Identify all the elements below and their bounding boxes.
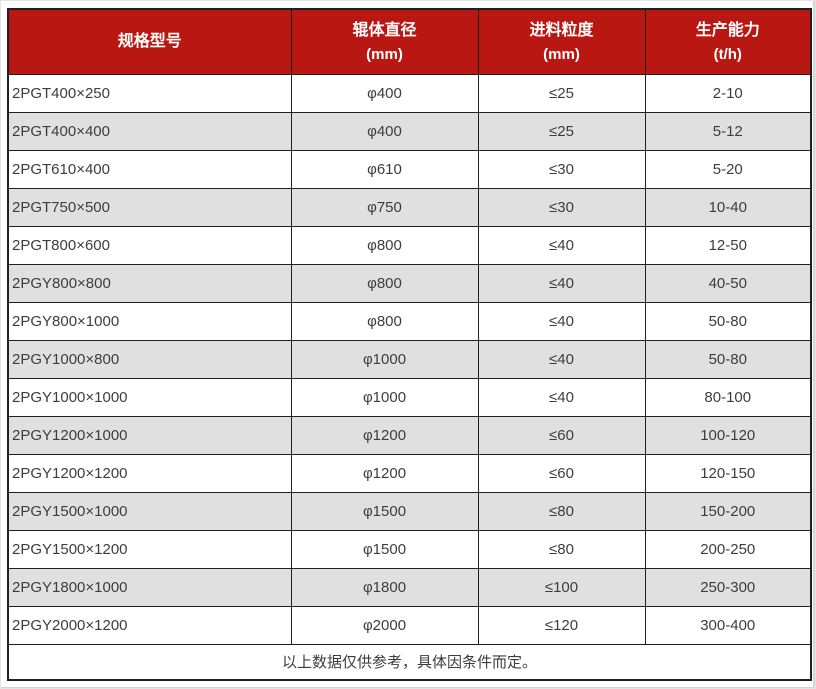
cell-capacity: 5-20 — [644, 149, 812, 189]
cell-capacity: 10-40 — [644, 187, 812, 227]
cell-capacity: 5-12 — [644, 111, 812, 151]
cell-model: 2PGY1000×1000 — [7, 377, 292, 417]
table-row: 2PGY1000×800 φ1000 ≤40 50-80 — [7, 339, 812, 379]
cell-feed-size: ≤25 — [477, 73, 646, 113]
cell-model: 2PGY1200×1000 — [7, 415, 292, 455]
cell-feed-size: ≤40 — [477, 339, 646, 379]
cell-roller-diameter: φ1800 — [290, 567, 479, 607]
header-model: 规格型号 — [7, 8, 292, 75]
cell-capacity: 120-150 — [644, 453, 812, 493]
table-row: 2PGT610×400 φ610 ≤30 5-20 — [7, 149, 812, 189]
cell-model: 2PGY1500×1200 — [7, 529, 292, 569]
cell-feed-size: ≤80 — [477, 529, 646, 569]
cell-feed-size: ≤100 — [477, 567, 646, 607]
cell-feed-size: ≤40 — [477, 225, 646, 265]
cell-model: 2PGY800×800 — [7, 263, 292, 303]
table-row: 2PGY1500×1000 φ1500 ≤80 150-200 — [7, 491, 812, 531]
cell-model: 2PGY800×1000 — [7, 301, 292, 341]
table-body: 2PGT400×250 φ400 ≤25 2-10 2PGT400×400 φ4… — [7, 73, 812, 645]
header-feed-size: 进料粒度 (mm) — [477, 8, 646, 75]
cell-model: 2PGT800×600 — [7, 225, 292, 265]
cell-capacity: 100-120 — [644, 415, 812, 455]
cell-model: 2PGY1500×1000 — [7, 491, 292, 531]
cell-capacity: 80-100 — [644, 377, 812, 417]
cell-roller-diameter: φ2000 — [290, 605, 479, 645]
cell-capacity: 150-200 — [644, 491, 812, 531]
cell-roller-diameter: φ1000 — [290, 377, 479, 417]
cell-feed-size: ≤120 — [477, 605, 646, 645]
table-row: 2PGY800×1000 φ800 ≤40 50-80 — [7, 301, 812, 341]
cell-model: 2PGY1000×800 — [7, 339, 292, 379]
table-row: 2PGY1800×1000 φ1800 ≤100 250-300 — [7, 567, 812, 607]
cell-roller-diameter: φ800 — [290, 263, 479, 303]
table-footnote: 以上数据仅供参考，具体因条件而定。 — [7, 643, 812, 681]
cell-model: 2PGY1200×1200 — [7, 453, 292, 493]
cell-model: 2PGT400×400 — [7, 111, 292, 151]
cell-feed-size: ≤60 — [477, 453, 646, 493]
table-row: 2PGY2000×1200 φ2000 ≤120 300-400 — [7, 605, 812, 645]
cell-capacity: 250-300 — [644, 567, 812, 607]
cell-roller-diameter: φ1500 — [290, 529, 479, 569]
cell-roller-diameter: φ750 — [290, 187, 479, 227]
header-model-label: 规格型号 — [117, 32, 182, 50]
cell-roller-diameter: φ400 — [290, 111, 479, 151]
cell-model: 2PGT610×400 — [7, 149, 292, 189]
cell-roller-diameter: φ800 — [290, 301, 479, 341]
cell-feed-size: ≤25 — [477, 111, 646, 151]
header-feed-size-label: 进料粒度 — [529, 21, 594, 39]
cell-capacity: 50-80 — [644, 301, 812, 341]
cell-feed-size: ≤30 — [477, 187, 646, 227]
table-row: 2PGY1200×1000 φ1200 ≤60 100-120 — [7, 415, 812, 455]
cell-model: 2PGT400×250 — [7, 73, 292, 113]
cell-roller-diameter: φ1200 — [290, 453, 479, 493]
cell-capacity: 300-400 — [644, 605, 812, 645]
cell-roller-diameter: φ1000 — [290, 339, 479, 379]
cell-feed-size: ≤40 — [477, 377, 646, 417]
table-row: 2PGT400×250 φ400 ≤25 2-10 — [7, 73, 812, 113]
cell-roller-diameter: φ1500 — [290, 491, 479, 531]
cell-roller-diameter: φ800 — [290, 225, 479, 265]
spec-table: 规格型号 辊体直径 (mm) 进料粒度 (mm) 生产能力 (t/h) 2PGT… — [7, 8, 812, 681]
table-row: 2PGY1200×1200 φ1200 ≤60 120-150 — [7, 453, 812, 493]
header-capacity: 生产能力 (t/h) — [644, 8, 812, 75]
header-capacity-unit: (t/h) — [713, 46, 742, 64]
cell-model: 2PGY1800×1000 — [7, 567, 292, 607]
cell-capacity: 12-50 — [644, 225, 812, 265]
cell-model: 2PGY2000×1200 — [7, 605, 292, 645]
cell-feed-size: ≤60 — [477, 415, 646, 455]
header-capacity-label: 生产能力 — [695, 21, 760, 39]
cell-feed-size: ≤30 — [477, 149, 646, 189]
footnote-row: 以上数据仅供参考，具体因条件而定。 — [7, 643, 812, 681]
cell-roller-diameter: φ610 — [290, 149, 479, 189]
table-row: 2PGY800×800 φ800 ≤40 40-50 — [7, 263, 812, 303]
header-roller-diameter: 辊体直径 (mm) — [290, 8, 479, 75]
cell-capacity: 200-250 — [644, 529, 812, 569]
cell-capacity: 40-50 — [644, 263, 812, 303]
table-row: 2PGT400×400 φ400 ≤25 5-12 — [7, 111, 812, 151]
cell-roller-diameter: φ1200 — [290, 415, 479, 455]
cell-feed-size: ≤40 — [477, 263, 646, 303]
cell-capacity: 2-10 — [644, 73, 812, 113]
header-row: 规格型号 辊体直径 (mm) 进料粒度 (mm) 生产能力 (t/h) — [7, 8, 812, 75]
cell-feed-size: ≤80 — [477, 491, 646, 531]
table-row: 2PGY1500×1200 φ1500 ≤80 200-250 — [7, 529, 812, 569]
cell-capacity: 50-80 — [644, 339, 812, 379]
table-row: 2PGY1000×1000 φ1000 ≤40 80-100 — [7, 377, 812, 417]
page-edge-right — [813, 0, 816, 689]
header-roller-diameter-label: 辊体直径 — [352, 21, 417, 39]
table-row: 2PGT750×500 φ750 ≤30 10-40 — [7, 187, 812, 227]
cell-feed-size: ≤40 — [477, 301, 646, 341]
cell-roller-diameter: φ400 — [290, 73, 479, 113]
header-feed-size-unit: (mm) — [543, 46, 580, 64]
cell-model: 2PGT750×500 — [7, 187, 292, 227]
header-roller-diameter-unit: (mm) — [366, 46, 403, 64]
table-row: 2PGT800×600 φ800 ≤40 12-50 — [7, 225, 812, 265]
